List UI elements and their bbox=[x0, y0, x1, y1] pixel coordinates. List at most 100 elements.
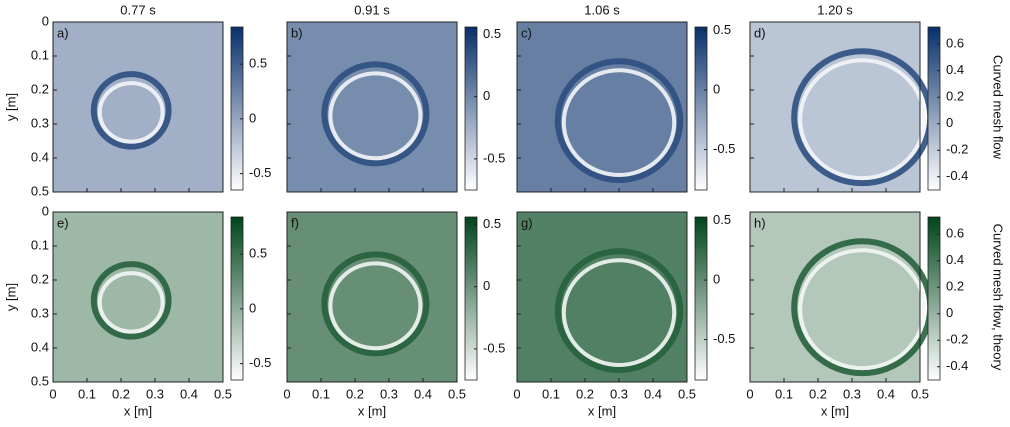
colorbar-tick-label: -0.5 bbox=[713, 141, 735, 156]
colorbar bbox=[927, 26, 941, 191]
x-axis-label: x [m] bbox=[588, 403, 616, 418]
axes-frame bbox=[52, 21, 224, 193]
panel-label: e) bbox=[57, 215, 69, 230]
colorbar-tick-label: 0 bbox=[713, 271, 720, 286]
x-tick-label: 0.4 bbox=[414, 386, 432, 401]
colorbar bbox=[230, 26, 244, 191]
field-ring-dark bbox=[321, 251, 430, 357]
x-tick-label: 0.2 bbox=[112, 386, 130, 401]
panel-label: f) bbox=[291, 215, 299, 230]
colorbar-tick-label: 0 bbox=[713, 81, 720, 96]
panel: h) 0 0.1 0.2 0.3 0.4 0.5 x [m] -0.4 -0.2 0 0.2 0.4 0.… bbox=[746, 211, 1006, 418]
field-ring-light bbox=[798, 248, 927, 371]
y-axis-label: y [m] bbox=[3, 283, 18, 311]
colorbar bbox=[230, 216, 244, 381]
panel-title: 0.91 s bbox=[354, 2, 390, 17]
field-ring-light bbox=[561, 258, 677, 367]
colorbar bbox=[927, 216, 941, 381]
y-tick-label: 0 bbox=[42, 13, 49, 28]
y-tick-label: 0.2 bbox=[31, 81, 49, 96]
panel-title: 1.20 s bbox=[817, 2, 853, 17]
field-ring-dark bbox=[554, 248, 684, 373]
field-ring-light bbox=[561, 68, 677, 177]
axes-frame bbox=[52, 211, 224, 383]
field-background bbox=[750, 212, 920, 382]
field-background bbox=[53, 22, 223, 192]
field-ring-light bbox=[798, 58, 927, 181]
field-background bbox=[287, 212, 457, 382]
field-background bbox=[287, 22, 457, 192]
y-tick-label: 0.4 bbox=[31, 149, 49, 164]
panel: e) 0 0.1 0.2 0.3 0.4 0.5 x [m] 0 0.1 0.2 0.3 0.4 0.5 y… bbox=[3, 203, 271, 418]
x-tick-label: 0.3 bbox=[610, 386, 628, 401]
x-tick-label: 0.3 bbox=[380, 386, 398, 401]
axes-frame bbox=[749, 21, 921, 193]
x-tick-label: 0.5 bbox=[911, 386, 929, 401]
y-tick-label: 0.4 bbox=[31, 339, 49, 354]
field-background bbox=[750, 22, 920, 192]
axes-frame bbox=[516, 21, 688, 193]
axes-frame bbox=[286, 211, 458, 383]
colorbar-label: Curved mesh flow bbox=[991, 55, 1006, 160]
colorbar-tick-label: -0.5 bbox=[713, 331, 735, 346]
colorbar-tick-label: 0.2 bbox=[946, 279, 964, 294]
x-tick-label: 0.4 bbox=[180, 386, 198, 401]
y-tick-label: 0.5 bbox=[31, 183, 49, 198]
x-tick-label: 0.5 bbox=[448, 386, 466, 401]
x-tick-label: 0 bbox=[746, 386, 753, 401]
x-tick-label: 0.4 bbox=[644, 386, 662, 401]
x-tick-label: 0.2 bbox=[576, 386, 594, 401]
panel: b) 0.91 s -0.5 0 0.5 bbox=[286, 2, 505, 193]
colorbar bbox=[464, 216, 478, 381]
y-tick-label: 0.1 bbox=[31, 237, 49, 252]
colorbar-label: Curved mesh flow, theory bbox=[991, 224, 1006, 371]
x-axis-label: x [m] bbox=[358, 403, 386, 418]
y-tick-label: 0.3 bbox=[31, 305, 49, 320]
y-tick-label: 0.1 bbox=[31, 47, 49, 62]
axes-frame bbox=[749, 211, 921, 383]
field-background bbox=[53, 212, 223, 382]
panel-label: a) bbox=[57, 25, 69, 40]
colorbar-tick-label: 0.2 bbox=[946, 89, 964, 104]
colorbar bbox=[694, 26, 708, 191]
field-ring-dark bbox=[554, 58, 684, 183]
colorbar-tick-label: 0 bbox=[946, 115, 953, 130]
colorbar-tick-label: -0.2 bbox=[946, 332, 968, 347]
x-tick-label: 0.4 bbox=[877, 386, 895, 401]
colorbar-tick-label: 0.5 bbox=[249, 246, 267, 261]
colorbar-tick-label: 0.5 bbox=[713, 22, 731, 37]
x-tick-label: 0.5 bbox=[214, 386, 232, 401]
panel-label: d) bbox=[754, 25, 766, 40]
y-tick-label: 0.2 bbox=[31, 271, 49, 286]
x-axis-label: x [m] bbox=[821, 403, 849, 418]
field-ring-light bbox=[97, 81, 165, 144]
colorbar-tick-label: 0 bbox=[483, 88, 490, 103]
x-tick-label: 0.3 bbox=[146, 386, 164, 401]
colorbar-tick-label: -0.5 bbox=[483, 150, 505, 165]
y-tick-label: 0 bbox=[42, 203, 49, 218]
colorbar-tick-label: 0.5 bbox=[713, 212, 731, 227]
x-tick-label: 0.3 bbox=[843, 386, 861, 401]
y-axis-label: y [m] bbox=[3, 93, 18, 121]
panel-label: b) bbox=[291, 25, 303, 40]
panel-title: 0.77 s bbox=[120, 2, 156, 17]
panel: a) 0.77 s 0 0.1 0.2 0.3 0.4 0.5 y [m] -0.5 0 0.5 bbox=[3, 2, 271, 198]
colorbar-tick-label: 0.6 bbox=[946, 226, 964, 241]
colorbar-tick-label: 0 bbox=[249, 110, 256, 125]
x-axis-label: x [m] bbox=[124, 403, 152, 418]
colorbar-tick-label: -0.4 bbox=[946, 358, 968, 373]
panel-title: 1.06 s bbox=[584, 2, 620, 17]
panel: g) 0 0.1 0.2 0.3 0.4 0.5 x [m] -0.5 0 0.5 bbox=[513, 211, 735, 418]
x-tick-label: 0 bbox=[49, 386, 56, 401]
panel-label: h) bbox=[754, 215, 766, 230]
field-ring-light bbox=[328, 71, 423, 161]
panel: f) 0 0.1 0.2 0.3 0.4 0.5 x [m] -0.5 0 0.5 bbox=[283, 211, 505, 418]
field-ring-dark bbox=[90, 261, 172, 340]
colorbar-tick-label: 0 bbox=[946, 305, 953, 320]
panel: d) 1.20 s -0.4 -0.2 0 0.2 0.4 0.6 Curved mesh fl… bbox=[749, 2, 1006, 193]
colorbar-tick-label: 0.4 bbox=[946, 252, 964, 267]
x-tick-label: 0.5 bbox=[678, 386, 696, 401]
panel: c) 1.06 s -0.5 0 0.5 bbox=[516, 2, 735, 193]
x-tick-label: 0.1 bbox=[542, 386, 560, 401]
